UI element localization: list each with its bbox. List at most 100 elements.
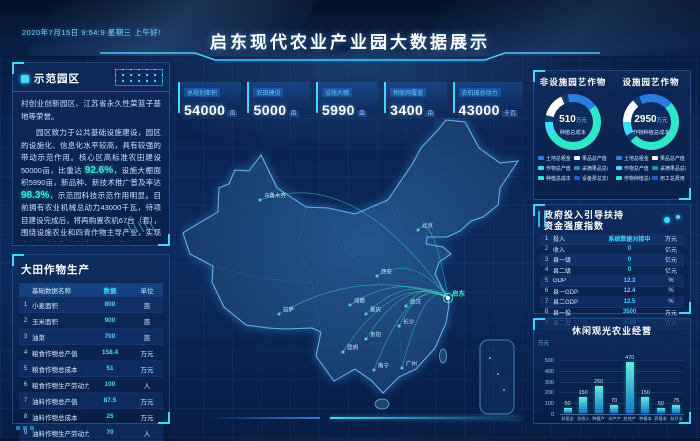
- china-outline: [182, 119, 520, 394]
- city-marker[interactable]: 昆明: [341, 345, 359, 354]
- table-cell: 2: [23, 317, 28, 324]
- table-cell: 4: [23, 349, 28, 356]
- table-cell: %: [668, 298, 674, 305]
- gov-title-line1: 政府投入引导扶持: [544, 210, 625, 220]
- table-row: 1 小麦面积 800 亩: [19, 297, 163, 313]
- table-cell: 投入: [553, 237, 566, 244]
- datetime-text: 2020年7月15日 9:54:9 星期三 上午好!: [22, 28, 161, 37]
- y-tick-label: 0: [550, 412, 554, 418]
- table-row: 4 县二级 0 亿元: [540, 266, 684, 276]
- table-cell: 4: [544, 267, 549, 274]
- y-tick-label: 300: [544, 379, 554, 386]
- table-cell: 0: [627, 267, 632, 274]
- stat-label: 设施大棚: [321, 88, 352, 97]
- stat-card: 设施大棚 5990 亩: [315, 82, 379, 118]
- table-cell: 87.5: [103, 397, 117, 404]
- bar-chart[interactable]: 万元 0 100 200 300 400 500 50 总租金 150 总收入 250 种植产 70 水…: [538, 339, 684, 425]
- bar-value-label: 50: [564, 400, 571, 407]
- bar-column[interactable]: 250 种植产: [591, 339, 606, 425]
- table-cell: 7: [23, 397, 28, 404]
- city-marker[interactable]: 长沙: [397, 318, 415, 328]
- donut-title: 非设施园艺作物: [539, 77, 607, 87]
- stat-label: 农机械总动力: [458, 88, 501, 97]
- city-marker[interactable]: 南宁: [372, 362, 390, 372]
- table-cell: 0: [627, 256, 632, 263]
- bar-column[interactable]: 50 养殖本: [653, 339, 668, 425]
- table-cell: 9: [23, 429, 28, 436]
- stat-card-row: 总规划面积 54000 亩 农田建设 5000 亩 设施大棚 5990 亩 物联网覆盖…: [178, 82, 522, 118]
- table-cell: 亩: [143, 318, 151, 326]
- legend-item: 用工总费用: [652, 174, 686, 182]
- flight-line: [259, 192, 449, 299]
- table-cell: 25: [106, 413, 114, 420]
- flight-line: [376, 267, 449, 299]
- bar-value-label: 150: [640, 389, 650, 396]
- city-marker[interactable]: 乌鲁木齐: [258, 192, 287, 202]
- legend-swatch-icon: [652, 176, 658, 180]
- city-label: 成都: [354, 297, 366, 305]
- inset-island-dot: [497, 373, 499, 375]
- x-tick-label: 种植产: [592, 416, 606, 422]
- bar-column[interactable]: 150 总收入: [576, 339, 591, 425]
- donut-chart-nonfacility[interactable]: 510万元 种植总成本: [545, 94, 601, 150]
- table-cell: 油料作物生产劳动力总...: [32, 430, 89, 438]
- city-marker[interactable]: 广州: [400, 360, 418, 370]
- table-cell: 油料作物总成本: [32, 414, 78, 422]
- table-cell: 县一GDP: [553, 289, 579, 296]
- table-cell: 8: [544, 309, 549, 316]
- table-cell: GDP: [553, 277, 567, 284]
- taiwan-island: [439, 348, 447, 364]
- stat-label: 总规划面积: [184, 88, 221, 97]
- stat-value: 54000: [184, 102, 226, 118]
- city-marker[interactable]: 北京: [416, 222, 434, 232]
- hatch-decoration: [126, 222, 156, 232]
- table-cell: 万元: [140, 414, 154, 422]
- city-label: 武汉: [410, 298, 422, 306]
- table-row: 5 粮食作物总成本 51 万元: [19, 361, 163, 377]
- table-row: 2 玉米面积 900 亩: [19, 313, 163, 329]
- bar-column[interactable]: 150 种植本: [638, 339, 653, 425]
- bar-column[interactable]: 75 总开支: [669, 339, 684, 425]
- panel-gov-fund: 政府投入引导扶持 资金强度指数 1 投入 系统数据对接中 万元 2 收入 0 亿元 3 县一级 0 亿…: [533, 204, 691, 329]
- bar-value-label: 150: [578, 389, 588, 396]
- city-marker[interactable]: 重庆: [364, 306, 382, 316]
- donut-center-text: 510万元 种植总成本: [545, 94, 601, 150]
- table-cell: 亩: [143, 302, 151, 310]
- dot-decoration-icon: [664, 210, 680, 228]
- bar-column[interactable]: 70 水产产: [607, 339, 622, 425]
- stat-value: 43000: [458, 102, 500, 118]
- city-marker[interactable]: 成都: [348, 297, 366, 307]
- panel-demo-park: 示范园区 村创业创新园区、江苏省永久性菜篮子基地等荣誉。 园区致力于公共基础设施…: [12, 62, 170, 246]
- table-row: 6 县一GDP 12.4%: [540, 287, 684, 297]
- bar-value-label: 75: [673, 397, 680, 404]
- panel-gov-header: 政府投入引导扶持 资金强度指数: [534, 205, 690, 234]
- legend-label: 果品总产值: [660, 156, 685, 162]
- table-cell: 县一级: [553, 258, 572, 265]
- province-border: [376, 275, 403, 369]
- bar-value-label: 70: [611, 398, 618, 405]
- legend-swatch-icon: [538, 166, 544, 170]
- stat-label: 农田建设: [253, 88, 284, 97]
- donut-nonfacility: 非设施园艺作物 510万元 种植总成本 土地总租金 果品总产值 作物总产值 采摘果品总…: [534, 71, 612, 182]
- table-cell: 油料作物总产值: [32, 398, 78, 406]
- legend-item: 果品总产值: [574, 154, 608, 162]
- bar-column[interactable]: 470 其他产: [622, 339, 637, 425]
- city-marker[interactable]: 拉萨: [277, 306, 295, 316]
- table-cell: 900: [104, 317, 116, 324]
- donut-chart-facility[interactable]: 2950万元 作物种植总成本: [623, 94, 679, 150]
- city-marker[interactable]: 贵阳: [364, 331, 382, 341]
- header-cell: 基础数据名称: [32, 288, 71, 295]
- panel-field-crops-title: 大田作物生产: [21, 264, 90, 276]
- y-tick-label: 200: [544, 390, 554, 397]
- legend-item: 设备费总支出: [574, 174, 608, 182]
- city-marker[interactable]: 西安: [375, 268, 393, 278]
- gridline: [560, 392, 684, 394]
- bar: [610, 405, 619, 413]
- city-marker-qidong[interactable]: 启东: [442, 289, 466, 304]
- bar-column[interactable]: 50 总租金: [560, 339, 575, 425]
- park-description: 村创业创新园区、江苏省永久性菜篮子基地等荣誉。 园区致力于公共基础设施建设，园区…: [13, 92, 169, 242]
- table-cell: 6: [23, 381, 28, 388]
- city-label: 贵阳: [370, 331, 381, 339]
- stat-unit: 亩: [356, 111, 367, 117]
- city-marker[interactable]: 武汉: [404, 298, 422, 308]
